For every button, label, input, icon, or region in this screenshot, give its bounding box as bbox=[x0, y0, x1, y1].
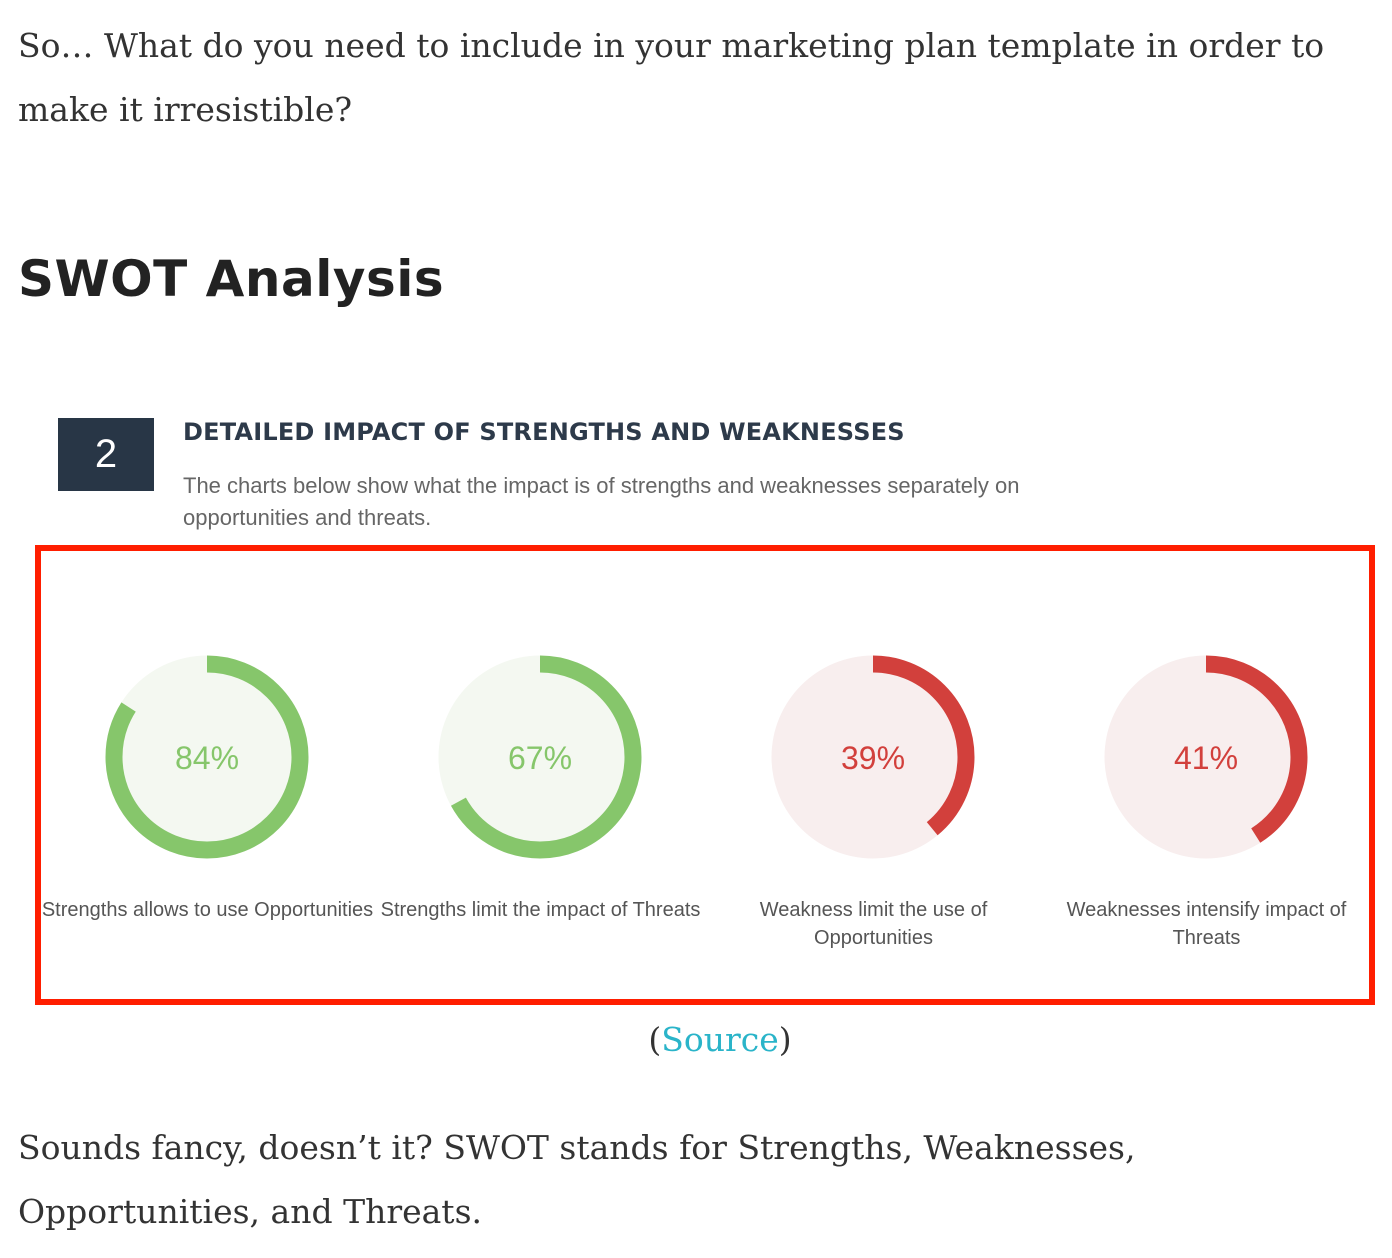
outro-paragraph: Sounds fancy, doesn’t it? SWOT stands fo… bbox=[18, 1128, 1136, 1231]
donut-background bbox=[771, 655, 975, 859]
section-heading: SWOT Analysis bbox=[18, 250, 445, 308]
source-close-paren: ) bbox=[778, 1020, 792, 1059]
donut-background bbox=[438, 655, 642, 859]
donut-arc bbox=[105, 655, 309, 859]
donut-caption: Strengths limit the impact of Threats bbox=[380, 899, 701, 921]
donut-chart-2: 67% Strengths limit the impact of Threats bbox=[374, 551, 707, 999]
donut-value-label: 84% bbox=[175, 740, 239, 776]
donut-caption: Weaknesses intensify impact of Threats bbox=[1066, 899, 1347, 949]
source-link[interactable]: Source bbox=[661, 1020, 779, 1059]
donut-caption: Weakness limit the use of Opportunities bbox=[759, 899, 988, 949]
highlight-box: 84% Strengths allows to use Opportunities… bbox=[35, 545, 1375, 1005]
donut-svg: 67% bbox=[438, 655, 642, 859]
donut-background bbox=[105, 655, 309, 859]
source-open-paren: ( bbox=[648, 1020, 662, 1059]
donut-value-label: 67% bbox=[508, 740, 572, 776]
step-number-badge: 2 bbox=[58, 418, 154, 491]
donut-chart-4: 41% Weaknesses intensify impact of Threat… bbox=[1040, 551, 1373, 999]
swot-figure: 2 DETAILED IMPACT OF STRENGTHS AND WEAKN… bbox=[0, 400, 1392, 1020]
donut-svg: 84% bbox=[105, 655, 309, 859]
donut-chart-1: 84% Strengths allows to use Opportunities bbox=[41, 551, 374, 999]
donut-arc bbox=[1104, 655, 1308, 859]
donut-value-label: 41% bbox=[1174, 740, 1238, 776]
intro-paragraph: So… What do you need to include in your … bbox=[18, 26, 1325, 129]
donut-caption: Strengths allows to use Opportunities bbox=[41, 899, 374, 921]
figure-title: DETAILED IMPACT OF STRENGTHS AND WEAKNES… bbox=[183, 418, 905, 446]
source-caption: (Source) bbox=[0, 1020, 1392, 1059]
donut-background bbox=[1104, 655, 1308, 859]
donut-svg: 41% bbox=[1104, 655, 1308, 859]
figure-subtitle: The charts below show what the impact is… bbox=[183, 473, 1020, 530]
donut-chart-3: 39% Weakness limit the use of Opportuniti… bbox=[707, 551, 1040, 999]
donut-svg: 39% bbox=[771, 655, 975, 859]
donut-value-label: 39% bbox=[841, 740, 905, 776]
donut-arc bbox=[771, 655, 975, 859]
donut-arc bbox=[438, 655, 642, 859]
